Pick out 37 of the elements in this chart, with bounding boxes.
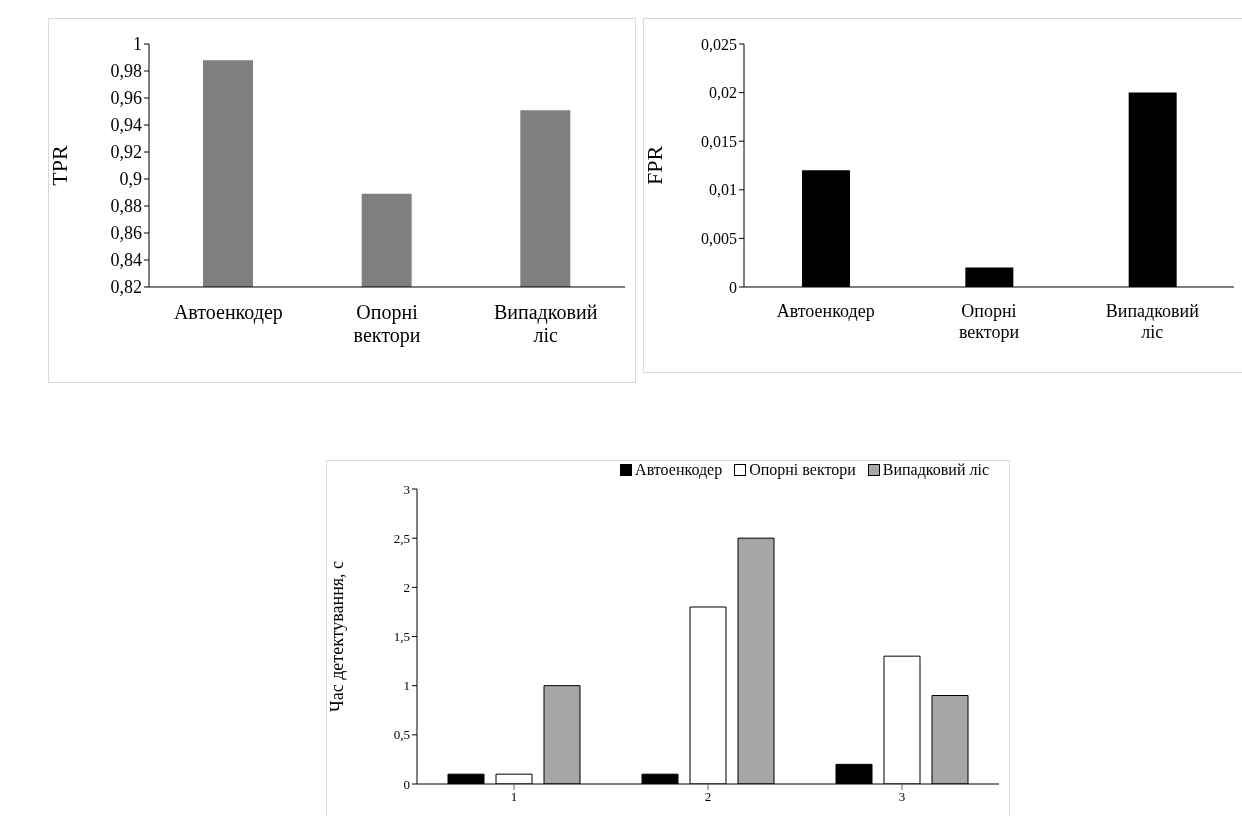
x-tick-label: 1 xyxy=(510,789,518,805)
y-tick-label: 0,96 xyxy=(110,88,142,109)
y-tick-label: 2,5 xyxy=(393,530,410,546)
x-tick-label: Випадковий ліс xyxy=(493,301,598,346)
y-axis-title: FPR xyxy=(641,145,667,186)
y-tick-label: 1 xyxy=(133,34,142,55)
y-tick-label: 0,94 xyxy=(110,115,142,136)
y-tick-label: 0,88 xyxy=(110,196,142,217)
y-tick-label: 0,9 xyxy=(119,169,142,190)
x-tick-label: Автоенкодер xyxy=(173,301,283,324)
x-tick-label: Автоенкодер xyxy=(776,301,875,322)
y-axis-title: Час детектування, с xyxy=(327,560,348,713)
y-tick-label: 0 xyxy=(403,776,410,792)
x-tick-label: Випадковий ліс xyxy=(1105,301,1200,342)
y-tick-label: 0,01 xyxy=(709,181,737,199)
y-tick-label: 0,025 xyxy=(701,35,737,53)
y-tick-label: 0,02 xyxy=(709,84,737,102)
y-tick-label: 0,5 xyxy=(393,727,410,743)
x-tick-label: Опорні вектори xyxy=(353,301,421,347)
y-tick-label: 0,005 xyxy=(701,230,737,248)
y-tick-label: 0,86 xyxy=(110,223,142,244)
y-tick-label: 0,98 xyxy=(110,61,142,82)
y-tick-label: 2 xyxy=(403,579,410,595)
y-tick-label: 0,015 xyxy=(701,132,737,150)
legend-label: Випадковий ліс xyxy=(882,461,989,479)
legend-label: Автоенкодер xyxy=(635,461,723,479)
x-tick-label: Опорні вектори xyxy=(958,301,1020,342)
y-tick-label: 0,92 xyxy=(110,142,142,163)
y-tick-label: 3 xyxy=(403,481,410,497)
y-tick-label: 1 xyxy=(403,678,410,694)
y-tick-label: 1,5 xyxy=(393,629,410,645)
y-tick-label: 0,84 xyxy=(110,250,142,271)
y-axis-title: TPR xyxy=(46,145,72,186)
x-tick-label: 3 xyxy=(898,789,906,805)
y-tick-label: 0 xyxy=(729,278,737,296)
legend-label: Опорні вектори xyxy=(749,461,856,479)
y-tick-label: 0,82 xyxy=(110,277,142,298)
